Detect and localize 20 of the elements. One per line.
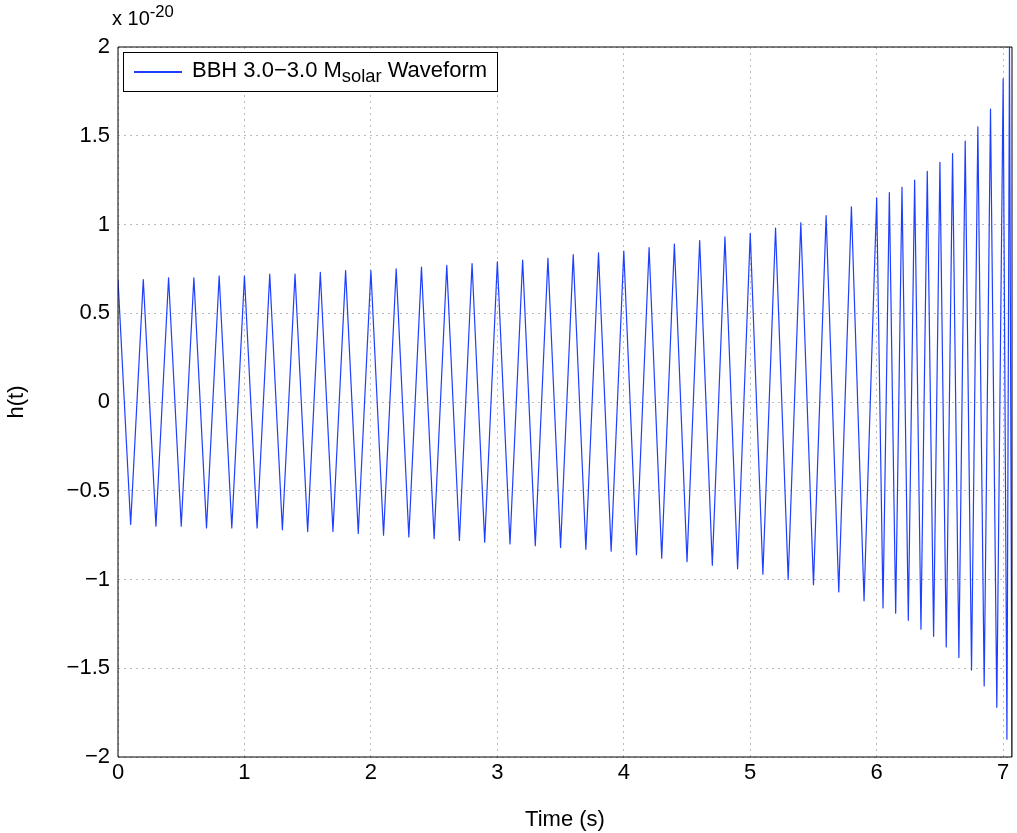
y-tick-label: 1.5 [79,121,110,147]
y-tick-label: −1.5 [66,654,110,680]
y-tick-label: −1 [84,565,110,591]
y-tick-label: 1 [97,210,110,236]
x-tick-label: 5 [744,759,757,785]
x-tick-label: 7 [997,759,1010,785]
y-tick-label: 2 [97,33,110,59]
y-tick-label: −0.5 [66,476,110,502]
y-tick-label: −2 [84,743,110,769]
y-tick-label: 0.5 [79,299,110,325]
legend-label: BBH 3.0−3.0 M$_{solar}$ Waveform [192,57,488,88]
x-tick-label: 1 [238,759,251,785]
y-tick-label: 0 [97,388,110,414]
x-tick-label: 4 [617,759,630,785]
x-tick-label: 6 [870,759,883,785]
text: x 10$^{-20}$ [112,2,174,30]
x-tick-label: 3 [491,759,504,785]
y-axis-title: h(t) [3,385,29,419]
x-tick-label: 2 [364,759,378,785]
x-axis-title: Time (s) [525,805,605,831]
